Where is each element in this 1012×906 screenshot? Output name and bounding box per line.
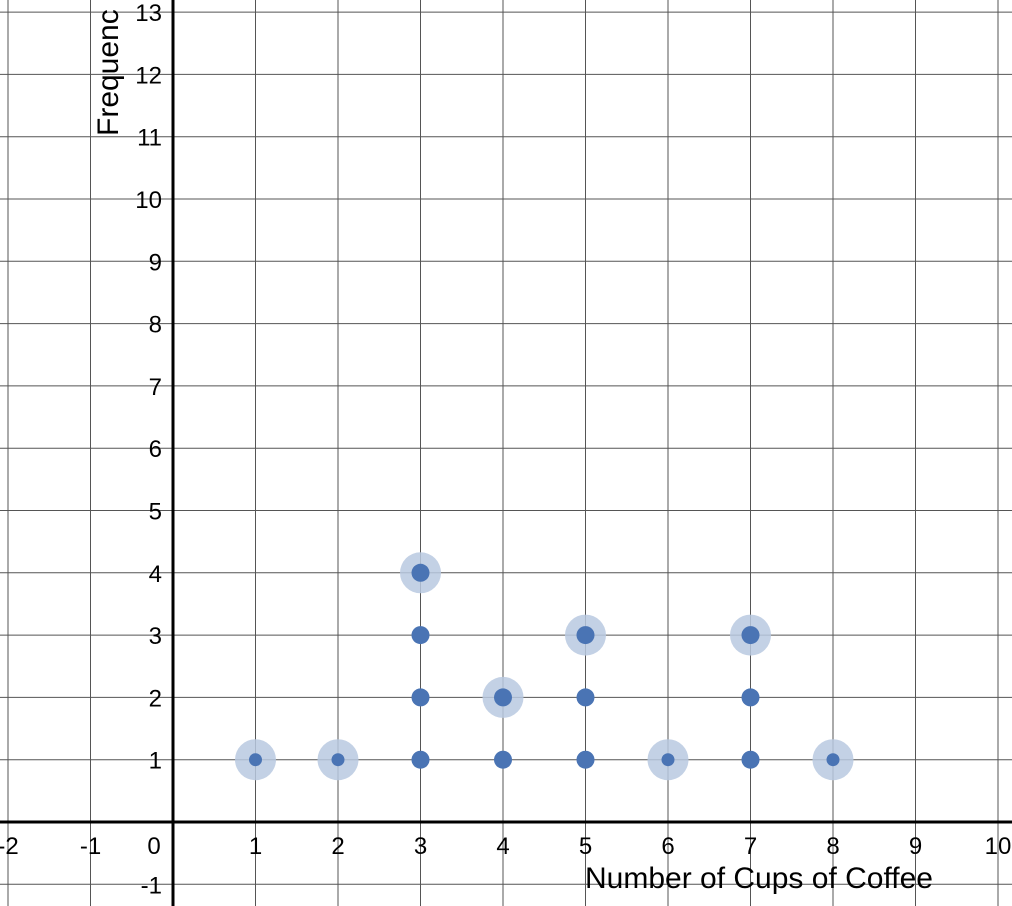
data-point xyxy=(741,750,760,769)
y-tick-label: 6 xyxy=(149,436,162,463)
y-tick-label: 10 xyxy=(135,187,162,214)
data-point xyxy=(494,750,512,769)
x-tick-label: 3 xyxy=(414,833,427,860)
y-tick-label: 9 xyxy=(149,249,162,276)
x-tick-label: 5 xyxy=(579,833,592,860)
y-tick-label: 3 xyxy=(149,623,162,650)
x-tick-label: 1 xyxy=(249,833,262,860)
x-tick-label: 10 xyxy=(985,833,1012,860)
data-point xyxy=(494,688,512,707)
data-point xyxy=(411,563,430,582)
data-point xyxy=(576,750,595,769)
y-tick-label: -1 xyxy=(141,872,162,899)
x-tick-label: 4 xyxy=(496,833,509,860)
data-point xyxy=(661,753,675,767)
data-point xyxy=(576,688,595,707)
data-point xyxy=(411,750,430,769)
x-tick-label: 0 xyxy=(147,833,160,860)
x-tick-label: 8 xyxy=(826,833,839,860)
y-tick-label: 5 xyxy=(149,499,162,526)
x-tick-label: -2 xyxy=(0,833,19,860)
y-tick-label: 11 xyxy=(137,125,162,152)
x-axis-title: Number of Cups of Coffee xyxy=(585,862,933,895)
y-tick-label: 2 xyxy=(149,685,162,712)
x-tick-label: 9 xyxy=(909,833,922,860)
y-tick-label: 1 xyxy=(149,748,162,775)
x-tick-label: -1 xyxy=(80,833,101,860)
y-tick-label: 12 xyxy=(135,62,162,89)
y-tick-label: 7 xyxy=(149,374,162,401)
data-point xyxy=(741,626,760,645)
data-point xyxy=(411,688,430,707)
y-tick-label: 13 xyxy=(135,0,162,27)
data-point xyxy=(576,626,595,645)
y-axis-title: Frequenc xyxy=(92,9,125,136)
y-tick-label: 4 xyxy=(149,561,162,588)
data-point xyxy=(411,626,430,645)
data-point xyxy=(249,753,262,767)
y-tick-label: 8 xyxy=(149,312,162,339)
x-tick-label: 7 xyxy=(744,833,757,860)
x-tick-label: 2 xyxy=(331,833,344,860)
data-point xyxy=(331,753,345,767)
data-point xyxy=(826,753,840,767)
data-point xyxy=(741,688,760,707)
data-points xyxy=(235,552,854,781)
x-tick-label: 6 xyxy=(661,833,674,860)
